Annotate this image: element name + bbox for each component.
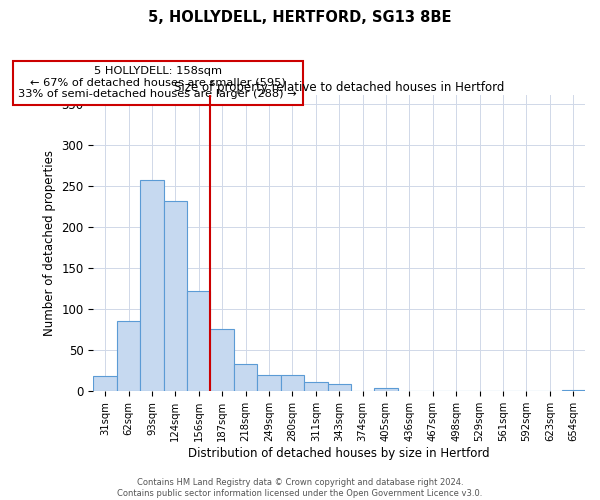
Title: Size of property relative to detached houses in Hertford: Size of property relative to detached ho… (174, 81, 505, 94)
Bar (304, 382, 328, 392)
Bar (164, 202, 187, 392)
X-axis label: Distribution of detached houses by size in Hertford: Distribution of detached houses by size … (188, 447, 490, 460)
Bar (328, 384, 351, 392)
Bar (234, 364, 257, 392)
Text: 5 HOLLYDELL: 158sqm
← 67% of detached houses are smaller (595)
33% of semi-detac: 5 HOLLYDELL: 158sqm ← 67% of detached ho… (19, 66, 297, 100)
Text: Contains HM Land Registry data © Crown copyright and database right 2024.
Contai: Contains HM Land Registry data © Crown c… (118, 478, 482, 498)
Bar (187, 291, 211, 392)
Y-axis label: Number of detached properties: Number of detached properties (43, 150, 56, 336)
Bar (374, 388, 398, 392)
Bar (94, 376, 117, 392)
Bar (211, 329, 234, 392)
Bar (117, 320, 140, 392)
Bar (562, 390, 585, 392)
Bar (140, 180, 164, 392)
Bar (281, 375, 304, 392)
Text: 5, HOLLYDELL, HERTFORD, SG13 8BE: 5, HOLLYDELL, HERTFORD, SG13 8BE (148, 10, 452, 25)
Bar (257, 375, 281, 392)
